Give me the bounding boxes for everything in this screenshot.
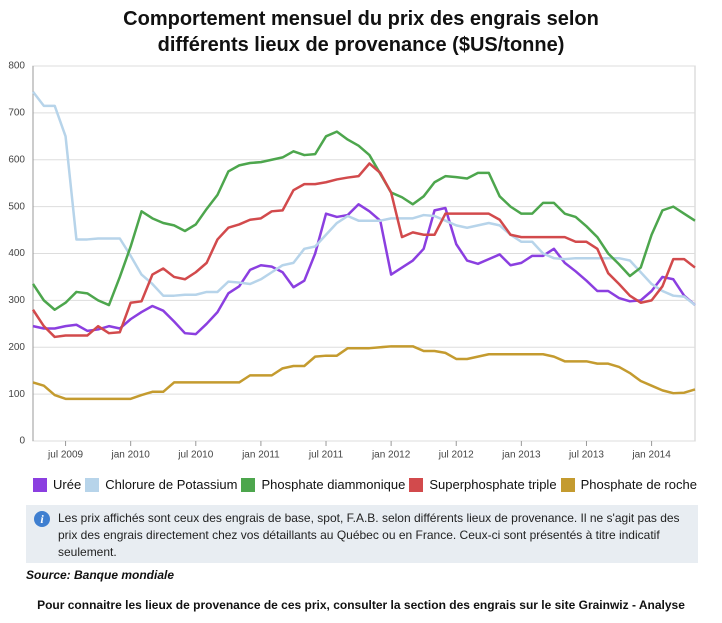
legend-label: Superphosphate triple (429, 477, 557, 492)
x-tick-label: jan 2010 (110, 450, 150, 461)
x-tick-label: jul 2013 (568, 450, 604, 461)
legend-item: Urée (33, 477, 81, 492)
x-tick-label: jan 2014 (631, 450, 671, 461)
x-tick-label: jul 2012 (438, 450, 474, 461)
x-tick-label: jul 2009 (47, 450, 83, 461)
legend-swatch (33, 477, 47, 492)
y-tick-label: 300 (8, 295, 25, 306)
chart-title: Comportement mensuel du prix des engrais… (123, 8, 599, 56)
legend-swatch (85, 477, 100, 492)
legend-item: Chlorure de Potassium (85, 477, 237, 492)
legend-swatch (560, 477, 575, 492)
legend-swatch (241, 477, 256, 492)
legend-swatch (409, 477, 424, 492)
x-tick-label: jan 2011 (241, 450, 280, 461)
series-line (32, 345, 696, 401)
y-tick-label: 0 (19, 436, 25, 447)
y-tick-label: 400 (8, 248, 25, 259)
legend-label: Chlorure de Potassium (105, 477, 238, 492)
source: Source: Banque mondiale (26, 568, 175, 582)
legend-label: Phosphate de roche (580, 477, 697, 492)
legend-item: Superphosphate triple (409, 477, 557, 492)
info-box: i Les prix affichés sont ceux des engrais… (26, 505, 698, 563)
footer: Pour connaitre les lieux de provenance d… (37, 598, 685, 612)
y-tick-label: 100 (8, 389, 25, 400)
y-tick-label: 600 (8, 154, 25, 165)
series-line (31, 162, 696, 339)
note-text: Les prix affichés sont ceux des engrais … (58, 511, 680, 559)
legend-item: Phosphate diammonique (241, 477, 405, 492)
x-tick-label: jan 2012 (371, 450, 411, 461)
legend-item: Phosphate de roche (560, 477, 697, 492)
series-line (32, 91, 696, 307)
legend-label: Phosphate diammonique (261, 477, 406, 492)
series-line (31, 130, 696, 311)
y-tick-label: 700 (8, 108, 25, 119)
y-tick-label: 800 (8, 61, 25, 72)
series-line (32, 203, 696, 336)
info-icon: i (34, 511, 50, 527)
y-tick-label: 200 (8, 342, 25, 353)
chart: 0 100 200 300 400 500 600 700 800 jul 2009 jan 201… (8, 61, 696, 461)
title-box: Comportement mensuel du prix des engrais… (0, 6, 722, 58)
legend-label: Urée (53, 477, 82, 492)
x-tick-label: jul 2011 (308, 450, 344, 461)
x-tick-label: jul 2010 (177, 450, 213, 461)
y-tick-label: 500 (8, 201, 25, 212)
x-tick-label: jan 2013 (501, 450, 541, 461)
legend: Urée Chlorure de Potassium Phosphate diamm… (33, 477, 697, 492)
